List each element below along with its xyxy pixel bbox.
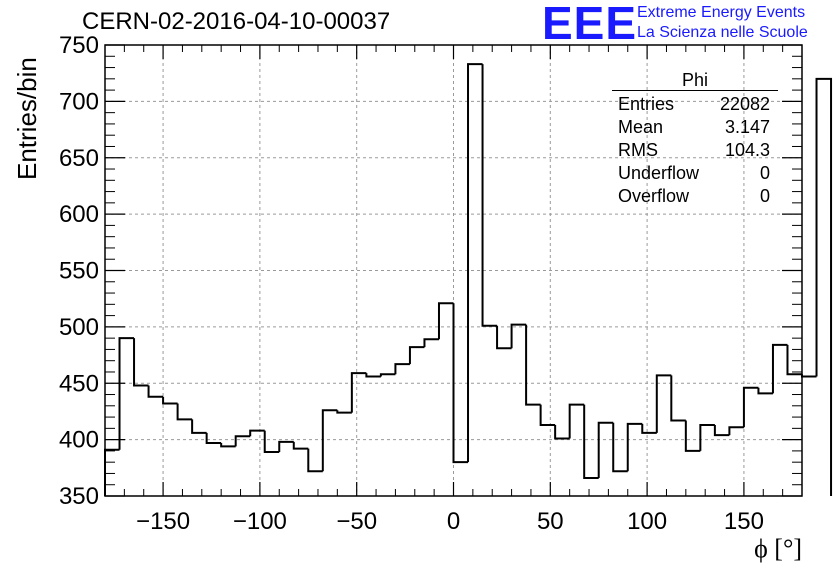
x-tick-label: 0 xyxy=(447,508,460,535)
y-axis-label: Entries/bin xyxy=(12,57,42,180)
histogram-bin xyxy=(437,302,454,340)
histogram-bin xyxy=(379,373,396,377)
stats-row: Underflow 0 xyxy=(612,162,778,185)
histogram-bin xyxy=(176,403,193,421)
histogram-bin xyxy=(728,426,744,436)
y-tick-label: 700 xyxy=(59,88,99,115)
stats-label: RMS xyxy=(618,140,658,160)
histogram-bin xyxy=(699,423,715,451)
y-tick-label: 750 xyxy=(59,32,99,59)
stats-label: Underflow xyxy=(618,163,700,183)
stats-value: 0 xyxy=(759,163,770,183)
histogram-bin xyxy=(525,324,541,406)
x-tick-label: −150 xyxy=(136,508,190,535)
histogram-bin xyxy=(307,448,323,473)
histogram-bin xyxy=(220,443,236,448)
histogram-bin xyxy=(568,403,585,439)
y-tick-label: 400 xyxy=(59,427,99,454)
histogram-bin xyxy=(815,77,833,496)
histogram-bin xyxy=(191,419,207,434)
histogram-bin xyxy=(496,325,512,350)
histogram-bin xyxy=(133,338,149,387)
stats-value: 22082 xyxy=(719,94,770,114)
histogram-bin xyxy=(234,435,251,447)
logo-line-1: Extreme Energy Events xyxy=(637,4,806,21)
histogram-bin xyxy=(771,343,788,394)
histogram-bin xyxy=(394,363,410,375)
histogram-bin xyxy=(612,422,628,473)
histogram-bin xyxy=(104,448,120,496)
x-axis-label: ϕ [°] xyxy=(754,534,802,563)
histogram-bin xyxy=(118,337,135,450)
histogram-bin xyxy=(655,374,672,433)
histogram-bin xyxy=(423,338,439,348)
histogram-bin xyxy=(757,387,773,395)
y-tick-label: 500 xyxy=(59,314,99,341)
y-tick-label: 600 xyxy=(59,201,99,228)
histogram-bin xyxy=(626,422,643,472)
histogram-bin xyxy=(801,374,817,378)
stats-row: Entries 22082 xyxy=(612,93,778,116)
histogram-bin xyxy=(510,323,527,349)
stats-label: Mean xyxy=(618,117,664,137)
stats-label: Entries xyxy=(618,94,675,114)
stats-value: 0 xyxy=(759,186,770,206)
histogram-bin xyxy=(336,410,352,414)
histogram-bin xyxy=(162,396,178,405)
x-tick-label: 150 xyxy=(724,508,764,535)
histogram-bin xyxy=(321,409,338,472)
stats-title: Phi xyxy=(612,70,778,91)
x-tick-label: −50 xyxy=(336,508,377,535)
histogram-bin xyxy=(554,424,570,440)
stats-label: Overflow xyxy=(618,186,690,206)
histogram-bin xyxy=(467,63,483,463)
y-tick-label: 650 xyxy=(59,145,99,172)
histogram-bin xyxy=(452,303,469,464)
histogram-bin xyxy=(742,386,759,428)
x-tick-label: −100 xyxy=(233,508,287,535)
histogram-bin xyxy=(713,424,730,437)
stats-box: Phi Entries 22082 Mean 3.147 RMS 104.3 U… xyxy=(612,70,778,208)
histogram-bin xyxy=(786,344,802,376)
histogram-bin xyxy=(481,64,498,327)
histogram-bin xyxy=(278,440,294,453)
y-tick-label: 550 xyxy=(59,258,99,285)
histogram-bin xyxy=(249,429,265,437)
stats-value: 104.3 xyxy=(724,140,770,160)
histogram-bin xyxy=(147,385,164,398)
logo-line-2: La Scienza nelle Scuole xyxy=(637,24,808,41)
x-tick-label: 50 xyxy=(537,508,564,535)
histogram-bin xyxy=(684,420,701,452)
chart-title: CERN-02-2016-04-10-00037 xyxy=(82,8,391,35)
stats-value: 3.147 xyxy=(724,117,770,137)
stats-row: RMS 104.3 xyxy=(612,139,778,162)
histogram-bin xyxy=(670,375,686,422)
axes: −150 −100 −50 0 50 100 150 350 400 450 500 550 600 65… xyxy=(59,32,803,535)
eee-logo: EEE xyxy=(542,0,638,49)
histogram-bin xyxy=(263,430,280,454)
y-tick-label: 350 xyxy=(59,483,99,510)
stats-row: Mean 3.147 xyxy=(612,116,778,139)
x-tick-label: 100 xyxy=(627,508,667,535)
histogram-bin xyxy=(583,404,599,479)
histogram-bin xyxy=(641,423,657,434)
histogram-bin xyxy=(597,421,614,478)
stats-row: Overflow 0 xyxy=(612,185,778,208)
histogram-bin xyxy=(205,432,222,445)
histogram-bin xyxy=(539,404,556,426)
histogram-bin xyxy=(408,346,425,365)
histogram-bin xyxy=(292,441,309,450)
y-tick-label: 450 xyxy=(59,370,99,397)
histogram-bin xyxy=(350,372,367,413)
histogram-bin xyxy=(365,373,381,378)
